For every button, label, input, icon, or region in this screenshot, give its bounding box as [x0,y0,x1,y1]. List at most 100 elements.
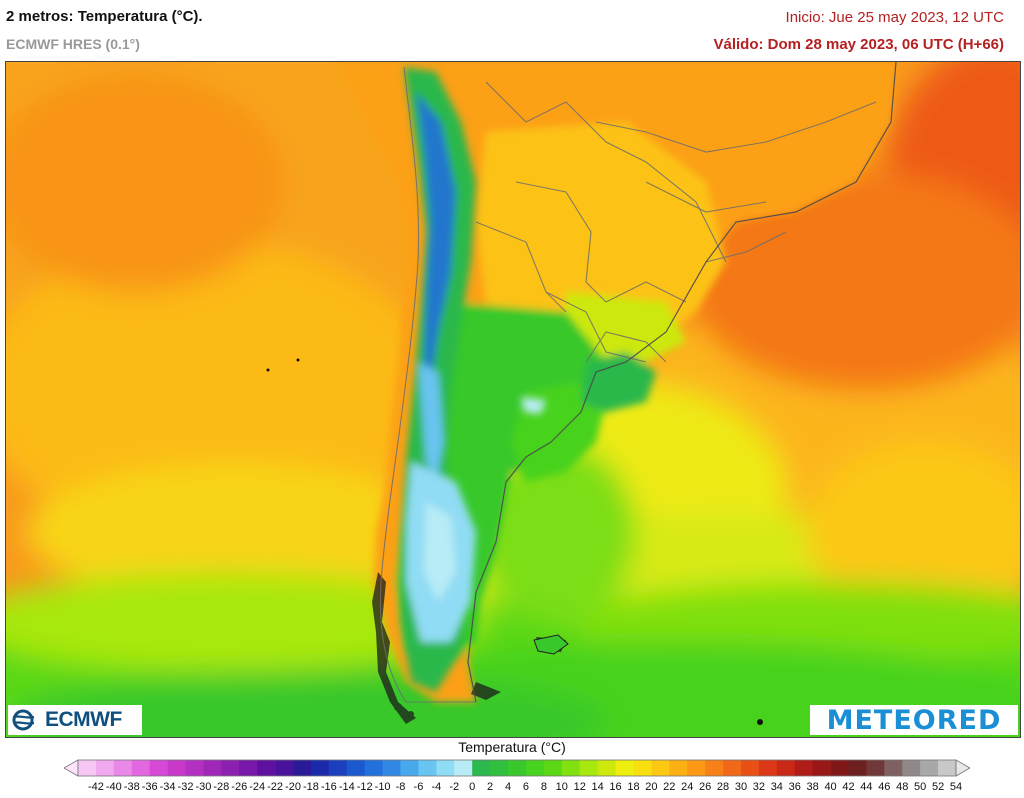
colorbar-tick-label: -6 [413,781,424,793]
colorbar-swatch [525,760,545,776]
colorbar-swatch [346,760,365,776]
colorbar-tick-label: 20 [645,781,658,793]
colorbar-swatch [812,760,831,776]
colorbar-tick-label: 22 [663,781,676,793]
colorbar-swatch [705,760,724,776]
colorbar-swatch [597,760,616,776]
colorbar-swatch [830,760,849,776]
colorbar-tick-label: -26 [231,781,248,793]
valid-time: Válido: Dom 28 may 2023, 06 UTC (H+66) [713,36,1004,53]
colorbar-swatch [758,760,778,776]
colorbar-swatch [740,760,760,776]
colorbar-swatch [328,760,348,776]
colorbar-tick-label: -10 [374,781,391,793]
colorbar-tick-label: -18 [302,781,319,793]
init-time: Inicio: Jue 25 may 2023, 12 UTC [785,9,1004,26]
colorbar-tick-label: 40 [824,781,837,793]
colorbar-tick-label: 48 [896,781,909,793]
colorbar-swatch [131,760,150,776]
colorbar-swatch [239,760,258,776]
colorbar-swatch [78,760,97,776]
colorbar-tick-label: -22 [267,781,284,793]
colorbar-swatch [436,760,455,776]
colorbar-tick-label: 28 [716,781,730,793]
colorbar-swatch [848,760,867,776]
colorbar-swatch [364,760,383,776]
colorbar-arrow-right-icon [955,759,970,777]
colorbar-arrow-left-icon [64,759,79,777]
colorbar-tick-label: -12 [356,781,373,793]
ecmwf-logo: ECMWF [8,705,142,735]
colorbar-tick-label: -34 [159,781,176,793]
colorbar-tick-label: -32 [177,781,194,793]
colorbar-tick-label: 8 [540,781,547,793]
colorbar-tick-label: -2 [449,781,460,793]
colorbar-tick-label: 18 [627,781,640,793]
colorbar-swatch [920,760,939,776]
colorbar-tick-label: 36 [788,781,801,793]
colorbar-swatch [203,760,222,776]
colorbar-swatch [884,760,903,776]
colorbar-tick-label: -20 [285,781,301,793]
colorbar-tick-label: -24 [249,781,266,793]
ecmwf-logo-icon [12,709,35,731]
colorbar-swatch [275,760,294,776]
colorbar-swatch [669,760,688,776]
colorbar-swatch [543,760,563,776]
colorbar-tick-label: -4 [431,781,442,793]
colorbar-tick-label: 42 [842,781,855,793]
colorbar-swatch [293,760,312,776]
colorbar-swatch [776,760,796,776]
colorbar-swatch [454,760,473,776]
colorbar-tick-label: 24 [681,781,694,793]
colorbar-tick-label: 14 [591,781,604,793]
colorbar-tick-label: -28 [213,781,230,793]
colorbar-swatch [866,760,885,776]
colorbar-tick-label: 30 [734,781,748,793]
colorbar-tick-label: 0 [469,781,476,793]
colorbar-tick-label: -36 [141,781,158,793]
colorbar-tick-label: -8 [395,781,406,793]
colorbar-tick-label: 2 [487,781,494,793]
map-title: 2 metros: Temperatura (°C). [6,8,203,25]
colorbar-tick-label: 46 [878,781,891,793]
temperature-colorbar [64,759,970,777]
temperature-map[interactable] [5,61,1021,738]
colorbar-tick-label: -16 [320,781,337,793]
colorbar-swatch [95,760,115,776]
colorbar-tick-label: 26 [699,781,712,793]
colorbar-ticks: -42 -40 -38 -36 -34 -32 -30 -28 -26 -24 -22 -20 -18-… [0,781,1024,797]
model-label: ECMWF HRES (0.1°) [6,36,140,52]
colorbar-tick-label: 4 [504,781,512,793]
colorbar-tick-label: -14 [338,781,355,793]
colorbar-swatch [490,760,509,776]
colorbar-tick-label: -38 [123,781,140,793]
colorbar-tick-label: -30 [195,781,212,793]
colorbar-swatch [310,760,330,776]
colorbar-swatch [902,760,921,776]
colorbar-swatch [400,760,419,776]
colorbar-swatch [561,760,581,776]
colorbar-tick-label: 12 [573,781,586,793]
colorbar-tick-label: 52 [931,781,945,793]
colorbar-tick-label: 38 [806,781,819,793]
colorbar-swatch [257,760,276,776]
colorbar-tick-label: 50 [914,781,927,793]
colorbar-swatch [185,760,204,776]
colorbar-tick-label: 6 [522,781,530,793]
colorbar-swatch [472,760,491,776]
colorbar-tick-label: -42 [87,781,104,793]
meteored-logo-text: METEORED [826,704,1002,736]
colorbar-title: Temperatura (°C) [458,739,566,755]
colorbar-swatch [794,760,813,776]
colorbar-swatch [418,760,437,776]
colorbar-swatch [382,760,401,776]
map-canvas [6,62,1020,737]
ecmwf-logo-text: ECMWF [45,708,122,731]
colorbar-tick-label: 34 [770,781,783,793]
colorbar-tick-label: 44 [860,781,873,793]
colorbar-swatch [167,760,186,776]
colorbar-swatch [938,760,957,776]
colorbar-swatch [149,760,168,776]
colorbar-swatch [687,760,706,776]
